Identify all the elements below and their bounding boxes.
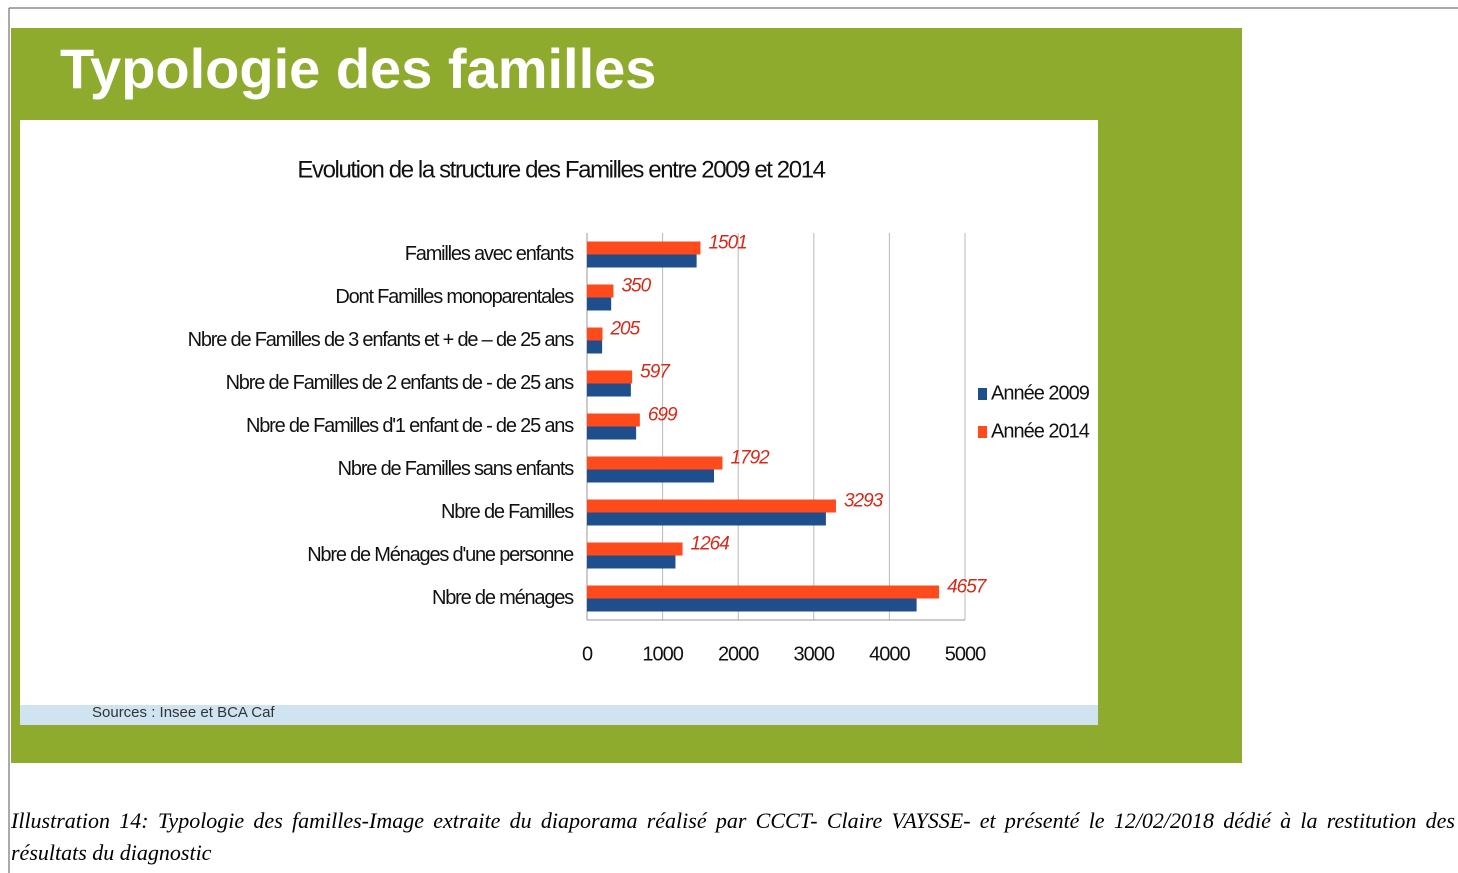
chart: Evolution de la structure des Familles e… [188,156,1091,665]
x-tick-label: 5000 [945,643,986,665]
y-tick-label: Dont Familles monoparentales [335,286,574,308]
data-label: 205 [609,319,640,340]
legend-label: Année 2009 [991,382,1090,404]
chart-area [20,120,1098,706]
x-tick-label: 2000 [718,643,759,665]
bar [587,340,603,354]
y-tick-label: Nbre de Familles de 2 enfants de - de 25… [226,372,575,394]
data-label: 350 [621,276,651,297]
slide-title: Typologie des familles [60,37,656,100]
y-tick-label: Nbre de Familles d'1 enfant de - de 25 a… [246,415,574,437]
bar [587,499,836,513]
bar [587,542,683,556]
bar [587,241,701,255]
x-tick-label: 4000 [869,643,910,665]
bar [587,383,631,397]
caption: Illustration 14: Typologie des familles-… [11,808,1455,865]
source-strip [20,705,1098,725]
x-tick-label: 3000 [794,643,835,665]
legend-swatch [978,426,987,438]
y-tick-label: Nbre de Ménages d'une personne [307,544,574,566]
y-tick-label: Nbre de Familles de 3 enfants et + de – … [188,329,575,351]
bar [587,370,633,384]
data-label: 1792 [730,448,770,469]
source: Sources : Insee et BCA Caf [92,704,275,721]
data-label: 1264 [691,534,730,555]
y-tick-label: Nbre de Familles sans enfants [338,458,575,480]
bar [587,327,603,341]
bar [587,426,637,440]
bar [587,598,917,612]
data-label: 597 [640,362,671,383]
bar [587,284,614,298]
x-tick-label: 0 [582,643,593,665]
data-label: 699 [648,405,678,426]
data-label: 1501 [708,233,746,254]
data-label: 4657 [947,577,988,598]
y-tick-label: Nbre de ménages [432,587,574,609]
bar [587,254,697,268]
y-tick-label: Familles avec enfants [405,243,574,265]
x-tick-label: 1000 [642,643,683,665]
legend-label: Année 2014 [991,420,1090,442]
bar [587,469,715,483]
y-tick-label: Nbre de Familles [441,501,574,523]
data-label: 3293 [844,491,884,512]
bar [587,297,612,311]
bar [587,555,676,569]
bar [587,413,640,427]
bar [587,585,940,599]
chart-title: Evolution de la structure des Familles e… [297,156,825,183]
bar [587,456,723,470]
bar [587,512,826,526]
legend-swatch [978,388,987,400]
